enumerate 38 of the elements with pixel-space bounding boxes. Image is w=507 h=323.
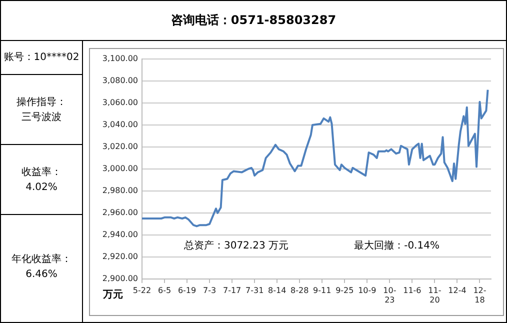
x-tick-label: 11-20 (428, 286, 442, 304)
x-tick-label: 5-22 (132, 286, 152, 295)
y-tick-label: 3,060.00 (102, 98, 138, 108)
y-tick-label: 2,900.00 (102, 274, 138, 284)
x-tick-label: 7-3 (203, 286, 216, 295)
text: 年化收益率： (12, 252, 72, 267)
y-tick-label: 2,920.00 (102, 252, 138, 262)
text: 4.02% (26, 180, 58, 194)
chart-title: 咨询电话：0571-85803287 (1, 1, 506, 41)
y-tick-label: 3,100.00 (102, 54, 138, 64)
y-tick-label: 2,960.00 (102, 208, 138, 218)
annotation: 总资产：3072.23 万元 (182, 240, 288, 252)
y-tick-label: 2,980.00 (102, 186, 138, 196)
y-axis-title: 万元 (102, 288, 123, 301)
x-tick-label: 9-11 (313, 286, 332, 295)
y-tick-label: 3,000.00 (102, 164, 138, 174)
x-tick-label: 9-25 (336, 286, 354, 295)
y-tick-label: 3,040.00 (102, 120, 138, 130)
x-tick-label: 10-9 (358, 286, 376, 295)
y-tick-label: 3,020.00 (102, 142, 138, 152)
y-tick-label: 2,940.00 (102, 230, 138, 240)
y-tick-label: 3,080.00 (102, 76, 138, 86)
text: 收益率： (22, 166, 62, 180)
x-tick-label: 12-4 (448, 286, 466, 295)
x-tick-label: 10-23 (383, 286, 396, 304)
x-tick-label: 12-18 (473, 286, 486, 304)
x-tick-label: 7-31 (246, 286, 264, 295)
text: 三号波波 (22, 110, 62, 124)
x-tick-label: 6-5 (158, 286, 172, 295)
text: 账号：10****02 (4, 50, 80, 65)
annotation: 最大回撤：-0.14% (354, 240, 440, 252)
text: 操作指导： (16, 96, 66, 110)
x-tick-label: 8-14 (268, 286, 286, 295)
text: 6.46% (26, 268, 58, 282)
x-tick-label: 7-17 (222, 286, 242, 295)
x-tick-label: 11-6 (403, 286, 422, 295)
x-tick-label: 8-28 (290, 286, 309, 295)
x-tick-label: 6-19 (178, 286, 196, 295)
